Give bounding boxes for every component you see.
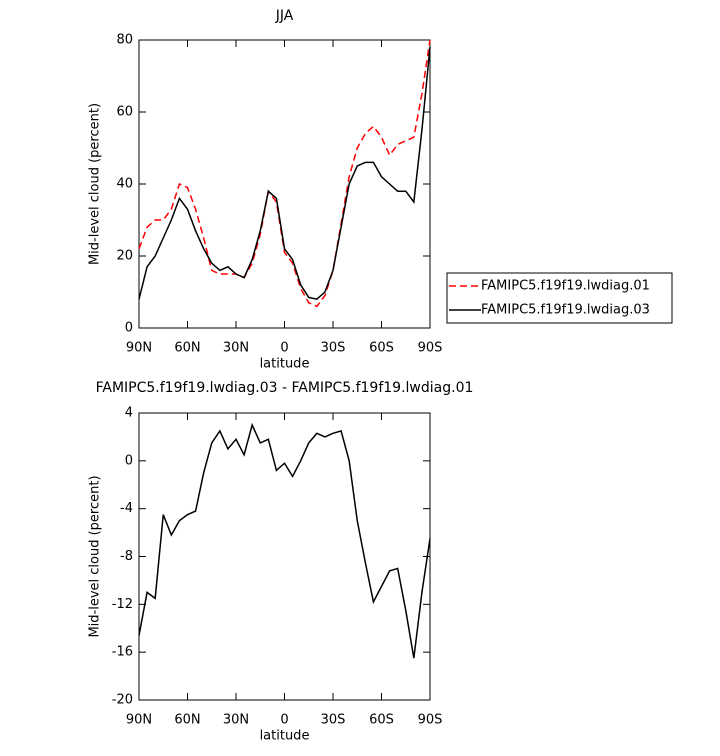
x-tick-label: 60S: [369, 341, 394, 356]
plot-frame: [138, 412, 431, 701]
y-tick-label: 0: [125, 453, 133, 468]
x-tick-label: 0: [280, 341, 288, 356]
data-line: [138, 422, 431, 659]
y-tick-label: -8: [120, 549, 133, 564]
y-tick-label: -4: [120, 501, 133, 516]
data-line: [138, 39, 431, 308]
y-tick-label: 20: [116, 249, 133, 264]
y-tick-label: -12: [112, 597, 133, 612]
x-tick-label: 30S: [321, 341, 346, 356]
y-tick-label: 60: [116, 105, 133, 120]
x-axis-label: latitude: [260, 729, 310, 744]
y-tick-label: -20: [112, 693, 133, 708]
y-tick-label: 80: [116, 33, 133, 48]
x-tick-label: 0: [280, 713, 288, 728]
x-tick-label: 30S: [321, 713, 346, 728]
plot-frame: [138, 39, 431, 329]
x-tick-label: 90S: [418, 341, 443, 356]
legend-label: FAMIPC5.f19f19.lwdiag.01: [481, 279, 650, 294]
y-axis-label: Mid-level cloud (percent): [88, 475, 103, 637]
y-tick-label: -16: [112, 645, 133, 660]
x-tick-label: 30N: [223, 341, 249, 356]
chart-title: JJA: [275, 8, 294, 24]
data-line: [138, 47, 431, 301]
chart-title: FAMIPC5.f19f19.lwdiag.03 - FAMIPC5.f19f1…: [96, 380, 474, 396]
y-axis-label: Mid-level cloud (percent): [88, 103, 103, 265]
y-tick-label: 4: [125, 406, 133, 421]
x-tick-label: 60S: [369, 713, 394, 728]
legend-label: FAMIPC5.f19f19.lwdiag.03: [481, 303, 650, 318]
x-axis-label: latitude: [260, 357, 310, 372]
x-tick-label: 90S: [418, 713, 443, 728]
x-tick-label: 90N: [126, 713, 152, 728]
legend-box: [446, 272, 673, 324]
y-tick-label: 0: [125, 321, 133, 336]
y-tick-label: 40: [116, 177, 133, 192]
x-tick-label: 60N: [174, 341, 200, 356]
x-tick-label: 60N: [174, 713, 200, 728]
x-tick-label: 30N: [223, 713, 249, 728]
x-tick-label: 90N: [126, 341, 152, 356]
